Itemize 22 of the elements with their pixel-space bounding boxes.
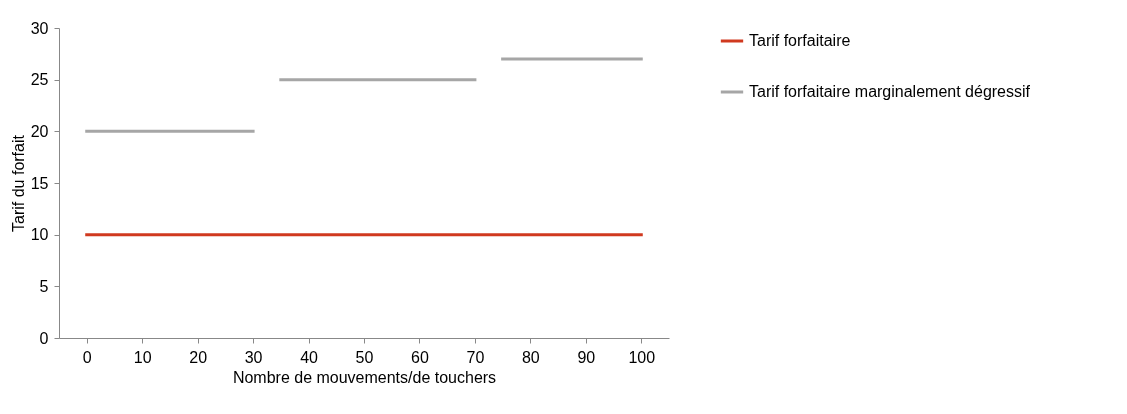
y-tick-label: 0 (39, 329, 49, 347)
x-tick-label: 20 (189, 348, 208, 366)
y-tick-label: 30 (30, 19, 49, 37)
y-tick-label: 15 (30, 174, 49, 192)
y-tick-label: 10 (30, 226, 49, 244)
x-tick-label: 40 (300, 348, 319, 366)
y-tick-label: 5 (39, 277, 49, 295)
x-tick-label: 100 (628, 348, 656, 366)
legend-label: Tarif forfaitaire marginalement dégressif (749, 83, 1031, 100)
legend-label: Tarif forfaitaire (749, 32, 851, 49)
y-tick-label: 20 (30, 122, 49, 140)
x-tick-label: 30 (244, 348, 263, 366)
x-axis-title: Nombre de mouvements/de touchers (232, 368, 497, 386)
y-tick-label: 25 (30, 71, 49, 89)
x-tick-label: 90 (577, 348, 596, 366)
x-tick-label: 50 (355, 348, 374, 366)
x-tick-label: 80 (521, 348, 540, 366)
y-axis-title: Tarif du forfait (9, 134, 27, 232)
x-tick-label: 60 (411, 348, 429, 366)
x-tick-label: 10 (133, 348, 152, 366)
x-tick-label: 70 (466, 348, 485, 366)
x-tick-label: 0 (82, 348, 92, 366)
